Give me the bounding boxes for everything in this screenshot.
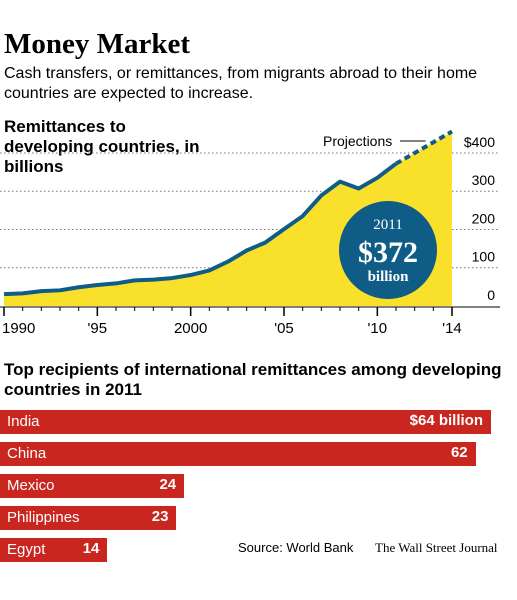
projections-label: Projections [323, 133, 392, 149]
bar-value-label: 14 [82, 540, 100, 557]
source-note: Source: World Bank [238, 540, 354, 555]
bar-china: China 62 [0, 442, 476, 466]
y-axis-ticks: 0 100 200 300 $400 [464, 134, 495, 303]
bar-mexico: Mexico 24 [0, 474, 185, 498]
projections-annotation: Projections [323, 133, 426, 149]
value-callout: 2011 $372 billion [339, 201, 437, 299]
remittances-area-chart: 1990 '95 2000 '05 '10 '14 0 100 200 300 $400 Proj… [0, 129, 500, 337]
projection-line [395, 129, 453, 166]
bar-category-label: China [7, 445, 47, 462]
callout-year: 2011 [373, 217, 402, 233]
bar-value-label: 23 [151, 508, 169, 525]
bar-category-label: Egypt [7, 541, 46, 558]
x-tick-label: 2000 [174, 320, 207, 337]
bar-value-label: 24 [159, 476, 177, 493]
page-subtitle: Cash transfers, or remittances, from mig… [4, 65, 478, 102]
remittances-line [3, 162, 398, 297]
bar-category-label: India [7, 413, 40, 430]
bar-category-label: Philippines [7, 509, 80, 526]
bar-india: India $64 billion [0, 410, 491, 434]
x-tick-label: 1990 [2, 320, 35, 337]
x-tick-label: '05 [274, 320, 294, 337]
callout-unit: billion [368, 269, 410, 285]
bar-category-label: Mexico [7, 477, 55, 494]
y-tick-label: 0 [487, 287, 495, 303]
remittances-area [4, 131, 452, 306]
y-tick-label: 200 [472, 210, 496, 226]
page-title: Money Market [4, 28, 191, 60]
x-tick-label: '95 [88, 320, 108, 337]
callout-value: $372 [358, 236, 418, 269]
area-chart-title: Remittances to developing countries, in … [4, 117, 200, 176]
y-tick-label: 300 [472, 172, 496, 188]
bar-chart-title: Top recipients of international remittan… [4, 360, 502, 399]
bar-philippines: Philippines 23 [0, 506, 177, 530]
y-tick-label: $400 [464, 134, 495, 150]
x-tick-label: '14 [442, 320, 462, 337]
x-tick-label: '10 [368, 320, 388, 337]
bar-value-label: 62 [450, 444, 468, 461]
credit-line: The Wall Street Journal [375, 540, 498, 555]
bar-value-label: $64 billion [409, 412, 483, 429]
bar-egypt: Egypt 14 [0, 538, 108, 562]
callout-circle [339, 201, 437, 299]
x-axis-ticks: 1990 '95 2000 '05 '10 '14 [2, 307, 462, 337]
y-tick-label: 100 [472, 249, 496, 265]
